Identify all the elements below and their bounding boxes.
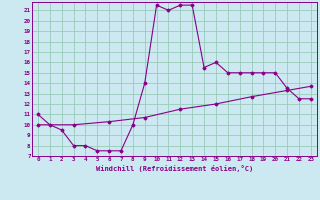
X-axis label: Windchill (Refroidissement éolien,°C): Windchill (Refroidissement éolien,°C) bbox=[96, 165, 253, 172]
